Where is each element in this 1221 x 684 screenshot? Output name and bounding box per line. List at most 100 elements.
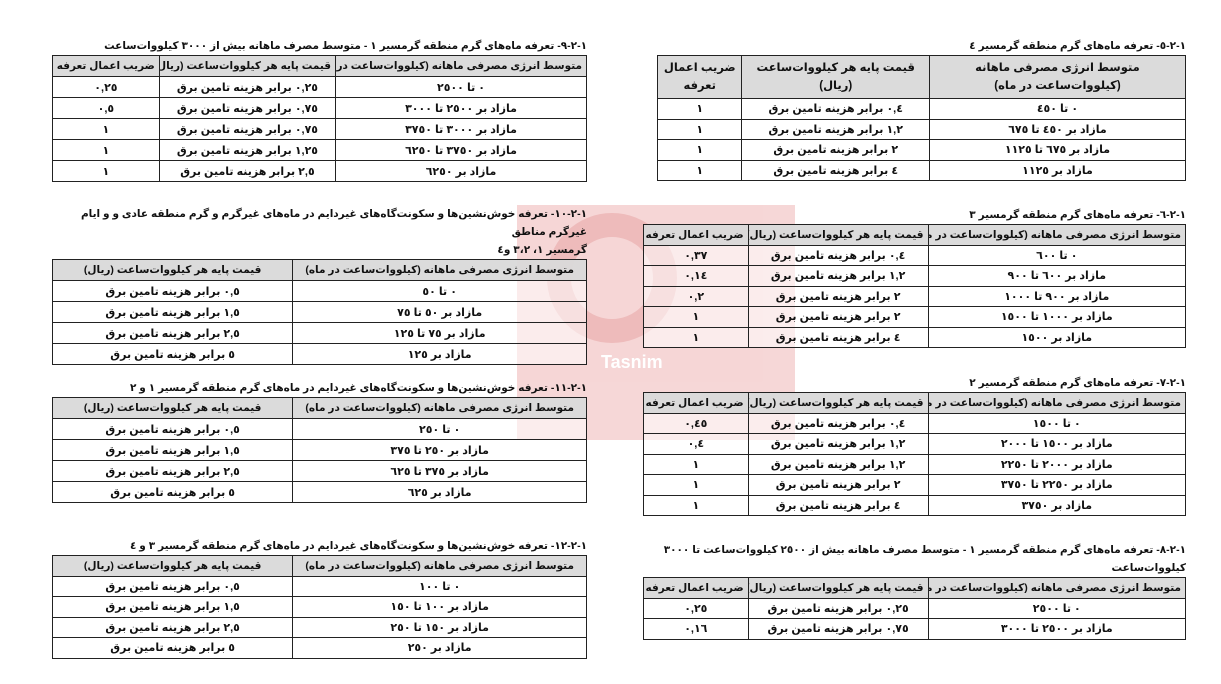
tariff-table-t6: ١-٢-٦- تعرفه ماه‌های گرم منطقه گرمسیر ٣ م…: [643, 206, 1187, 348]
column-header: ضریب اعمال تعرفه: [643, 577, 749, 599]
table-row: مازاد بر ٤٥٠ تا ٦٧٥ ١,٢ برابر هزینه تامین…: [656, 118, 1187, 140]
base-price-cell: ٠,٤ برابر هزینه تامین برق: [747, 412, 929, 434]
base-price-cell: ٢,٥ برابر هزینه تامین برق: [51, 616, 294, 638]
watermark-text: Tasnim: [601, 352, 663, 372]
base-price-cell: ١,٢ برابر هزینه تامین برق: [747, 265, 929, 287]
column-header: متوسط انرژی مصرفی ماهانه (کیلووات‌ساعت د…: [927, 392, 1187, 414]
base-price-cell: ١,٢٥ برابر هزینه تامین برق: [158, 139, 337, 161]
base-price-cell: ٠,٢٥ برابر هزینه تامین برق: [158, 76, 337, 98]
table-row: مازاد بر ٢٢٥٠ تا ٣٧٥٠ ٢ برابر هزینه تامین…: [643, 474, 1187, 496]
table-row: مازاد بر ١٠٠ تا ١٥٠ ١,٥ برابر هزینه تامین…: [51, 596, 587, 618]
table-row: مازاد بر ٢٥٠٠ تا ٣٠٠٠ ٠,٧٥ برابر هزینه تا…: [52, 97, 587, 119]
tariff-coefficient-cell: ١: [656, 118, 743, 140]
base-price-cell: ٠,٥ برابر هزینه تامین برق: [51, 418, 294, 440]
table-header-row: متوسط انرژی مصرفی ماهانه (کیلووات‌ساعت د…: [51, 397, 587, 419]
tariff-table: متوسط انرژی مصرفی ماهانه (کیلووات‌ساعت د…: [656, 55, 1187, 181]
base-price-cell: ٤ برابر هزینه تامین برق: [747, 494, 929, 516]
table-row: مازاد بر ٧٥ تا ١٢٥ ٢,٥ برابر هزینه تامین …: [51, 322, 587, 344]
base-price-cell: ١,٢ برابر هزینه تامین برق: [741, 118, 930, 140]
base-price-cell: ٤ برابر هزینه تامین برق: [741, 159, 930, 181]
table-row: مازاد بر ٣٧٥٠ تا ٦٢٥٠ ١,٢٥ برابر هزینه تا…: [52, 139, 587, 161]
column-header: ضریب اعمال تعرفه: [643, 392, 749, 414]
tariff-coefficient-cell: ٠,٢٥: [52, 76, 160, 98]
tariff-table: متوسط انرژی مصرفی ماهانه (کیلووات‌ساعت د…: [52, 55, 587, 182]
tariff-table-t12: ١-٢-١٢- تعرفه خوش‌نشین‌ها و سکونت‌گاه‌ها…: [51, 537, 587, 659]
consumption-range-cell: مازاد بر ٢٥٠٠ تا ٣٠٠٠: [335, 97, 587, 119]
table-header-row: متوسط انرژی مصرفی ماهانه (کیلووات‌ساعت د…: [643, 224, 1187, 246]
table-row: ٠ تا ٦٠٠ ٠,٤ برابر هزینه تامین برق ٠,٣٧: [643, 244, 1187, 266]
table-header-row: متوسط انرژی مصرفی ماهانه (کیلووات‌ساعت د…: [52, 55, 587, 77]
table-row: ٠ تا ٢٥٠٠ ٠,٢٥ برابر هزینه تامین برق ٠,٢٥: [643, 597, 1187, 619]
consumption-range-cell: مازاد بر ٢٢٥٠ تا ٣٧٥٠: [927, 474, 1187, 496]
table-row: ٠ تا ٤٥٠ ٠,٤ برابر هزینه تامین برق ١: [656, 98, 1187, 120]
base-price-cell: ٤ برابر هزینه تامین برق: [747, 326, 929, 348]
consumption-range-cell: ٠ تا ٥٠: [292, 280, 587, 302]
consumption-range-cell: ٠ تا ١٥٠٠: [927, 412, 1187, 434]
tariff-coefficient-cell: ١: [656, 139, 743, 161]
table-caption: ١-٢-٩- تعرفه ماه‌های گرم منطقه گرمسیر ١ …: [104, 40, 587, 52]
consumption-range-cell: مازاد بر ١٥٠٠: [927, 326, 1187, 348]
base-price-cell: ٢,٥ برابر هزینه تامین برق: [51, 322, 294, 344]
consumption-range-cell: مازاد بر ١٠٠ تا ١٥٠: [292, 596, 587, 618]
tariff-table: متوسط انرژی مصرفی ماهانه (کیلووات‌ساعت د…: [51, 397, 587, 503]
table-caption: ١-٢-٥- تعرفه ماه‌های گرم منطقه گرمسیر ٤: [969, 40, 1186, 52]
tariff-coefficient-cell: ١: [643, 474, 749, 496]
table-row: مازاد بر ٦٠٠ تا ٩٠٠ ١,٢ برابر هزینه تامین…: [643, 265, 1187, 287]
column-header: ضریب اعمال تعرفه: [656, 55, 743, 99]
table-row: مازاد بر ٦٢٥ ٥ برابر هزینه تامین برق: [51, 481, 587, 503]
table-header-row: متوسط انرژی مصرفی ماهانه (کیلووات‌ساعت د…: [51, 259, 587, 281]
tariff-coefficient-cell: ٠,٥: [52, 97, 160, 119]
consumption-range-cell: ٠ تا ٢٥٠: [292, 418, 587, 440]
tariff-table: متوسط انرژی مصرفی ماهانه (کیلووات‌ساعت د…: [643, 577, 1187, 640]
column-header: قیمت پایه هر کیلووات‌ساعت (ریال): [158, 55, 337, 77]
table-row: مازاد بر ٩٠٠ تا ١٠٠٠ ٢ برابر هزینه تامین …: [643, 285, 1187, 307]
consumption-range-cell: مازاد بر ٤٥٠ تا ٦٧٥: [928, 118, 1187, 140]
tariff-coefficient-cell: ٠,٢٥: [643, 597, 749, 619]
consumption-range-cell: مازاد بر ٣٧٥٠ تا ٦٢٥٠: [335, 139, 587, 161]
consumption-range-cell: مازاد بر ١٥٠٠ تا ٢٠٠٠: [927, 433, 1187, 455]
consumption-range-cell: مازاد بر ٦٧٥ تا ١١٢٥: [928, 139, 1187, 161]
table-header-row: متوسط انرژی مصرفی ماهانه (کیلووات‌ساعت د…: [656, 55, 1187, 99]
column-header: متوسط انرژی مصرفی ماهانه (کیلووات‌ساعت د…: [292, 259, 587, 281]
table-row: مازاد بر ١٥٠٠ تا ٢٠٠٠ ١,٢ برابر هزینه تام…: [643, 433, 1187, 455]
table-row: مازاد بر ٣٧٥ تا ٦٢٥ ٢,٥ برابر هزینه تامین…: [51, 460, 587, 482]
table-header-row: متوسط انرژی مصرفی ماهانه (کیلووات‌ساعت د…: [51, 555, 587, 577]
consumption-range-cell: مازاد بر ٣٧٥٠: [927, 494, 1187, 516]
table-row: ٠ تا ١٥٠٠ ٠,٤ برابر هزینه تامین برق ٠,٤٥: [643, 412, 1187, 434]
tariff-coefficient-cell: ١: [52, 139, 160, 161]
tariff-table-t7: ١-٢-٧- تعرفه ماه‌های گرم منطقه گرمسیر ٢ م…: [643, 374, 1187, 516]
consumption-range-cell: ٠ تا ٤٥٠: [928, 98, 1187, 120]
table-row: ٠ تا ٥٠ ٠,٥ برابر هزینه تامین برق: [51, 280, 587, 302]
tariff-coefficient-cell: ١: [643, 326, 749, 348]
base-price-cell: ٥ برابر هزینه تامین برق: [51, 343, 294, 365]
consumption-range-cell: مازاد بر ٦٠٠ تا ٩٠٠: [927, 265, 1187, 287]
table-caption: ١-٢-٨- تعرفه ماه‌های گرم منطقه گرمسیر ١ …: [663, 544, 1186, 574]
tariff-coefficient-cell: ٠,٢: [643, 285, 749, 307]
base-price-cell: ٠,٧٥ برابر هزینه تامین برق: [158, 97, 337, 119]
consumption-range-cell: مازاد بر ٢٥٠: [292, 637, 587, 659]
tariff-coefficient-cell: ١: [52, 118, 160, 140]
consumption-range-cell: مازاد بر ٢٥٠ تا ٣٧٥: [292, 439, 587, 461]
table-row: مازاد بر ٦٧٥ تا ١١٢٥ ٢ برابر هزینه تامین …: [656, 139, 1187, 161]
tariff-table-t11: ١-٢-١١- تعرفه خوش‌نشین‌ها و سکونت‌گاه‌ها…: [51, 379, 587, 503]
base-price-cell: ٠,٧٥ برابر هزینه تامین برق: [158, 118, 337, 140]
table-row: مازاد بر ١٥٠٠ ٤ برابر هزینه تامین برق ١: [643, 326, 1187, 348]
base-price-cell: ١,٢ برابر هزینه تامین برق: [747, 433, 929, 455]
column-header: متوسط انرژی مصرفی ماهانه (کیلووات‌ساعت د…: [927, 577, 1187, 599]
base-price-cell: ١,٥ برابر هزینه تامین برق: [51, 596, 294, 618]
base-price-cell: ١,٥ برابر هزینه تامین برق: [51, 301, 294, 323]
column-header: قیمت پایه هر کیلووات‌ساعت (ریال): [747, 392, 929, 414]
consumption-range-cell: مازاد بر ٥٠ تا ٧٥: [292, 301, 587, 323]
table-row: مازاد بر ٢٠٠٠ تا ٢٢٥٠ ١,٢ برابر هزینه تام…: [643, 453, 1187, 475]
table-caption: ١-٢-٦- تعرفه ماه‌های گرم منطقه گرمسیر ٣: [969, 209, 1186, 221]
table-row: مازاد بر ٢٥٠ ٥ برابر هزینه تامین برق: [51, 637, 587, 659]
column-header: قیمت پایه هر کیلووات‌ساعت (ریال): [51, 259, 294, 281]
tariff-table-t5: ١-٢-٥- تعرفه ماه‌های گرم منطقه گرمسیر ٤ م…: [656, 37, 1187, 181]
column-header: قیمت پایه هر کیلووات‌ساعت (ریال): [741, 55, 930, 99]
consumption-range-cell: ٠ تا ١٠٠: [292, 575, 587, 597]
tariff-table: متوسط انرژی مصرفی ماهانه (کیلووات‌ساعت د…: [643, 392, 1187, 516]
column-header: ضریب اعمال تعرفه: [52, 55, 160, 77]
base-price-cell: ٠,٥ برابر هزینه تامین برق: [51, 575, 294, 597]
base-price-cell: ٢,٥ برابر هزینه تامین برق: [51, 460, 294, 482]
table-row: مازاد بر ٣٠٠٠ تا ٣٧٥٠ ٠,٧٥ برابر هزینه تا…: [52, 118, 587, 140]
